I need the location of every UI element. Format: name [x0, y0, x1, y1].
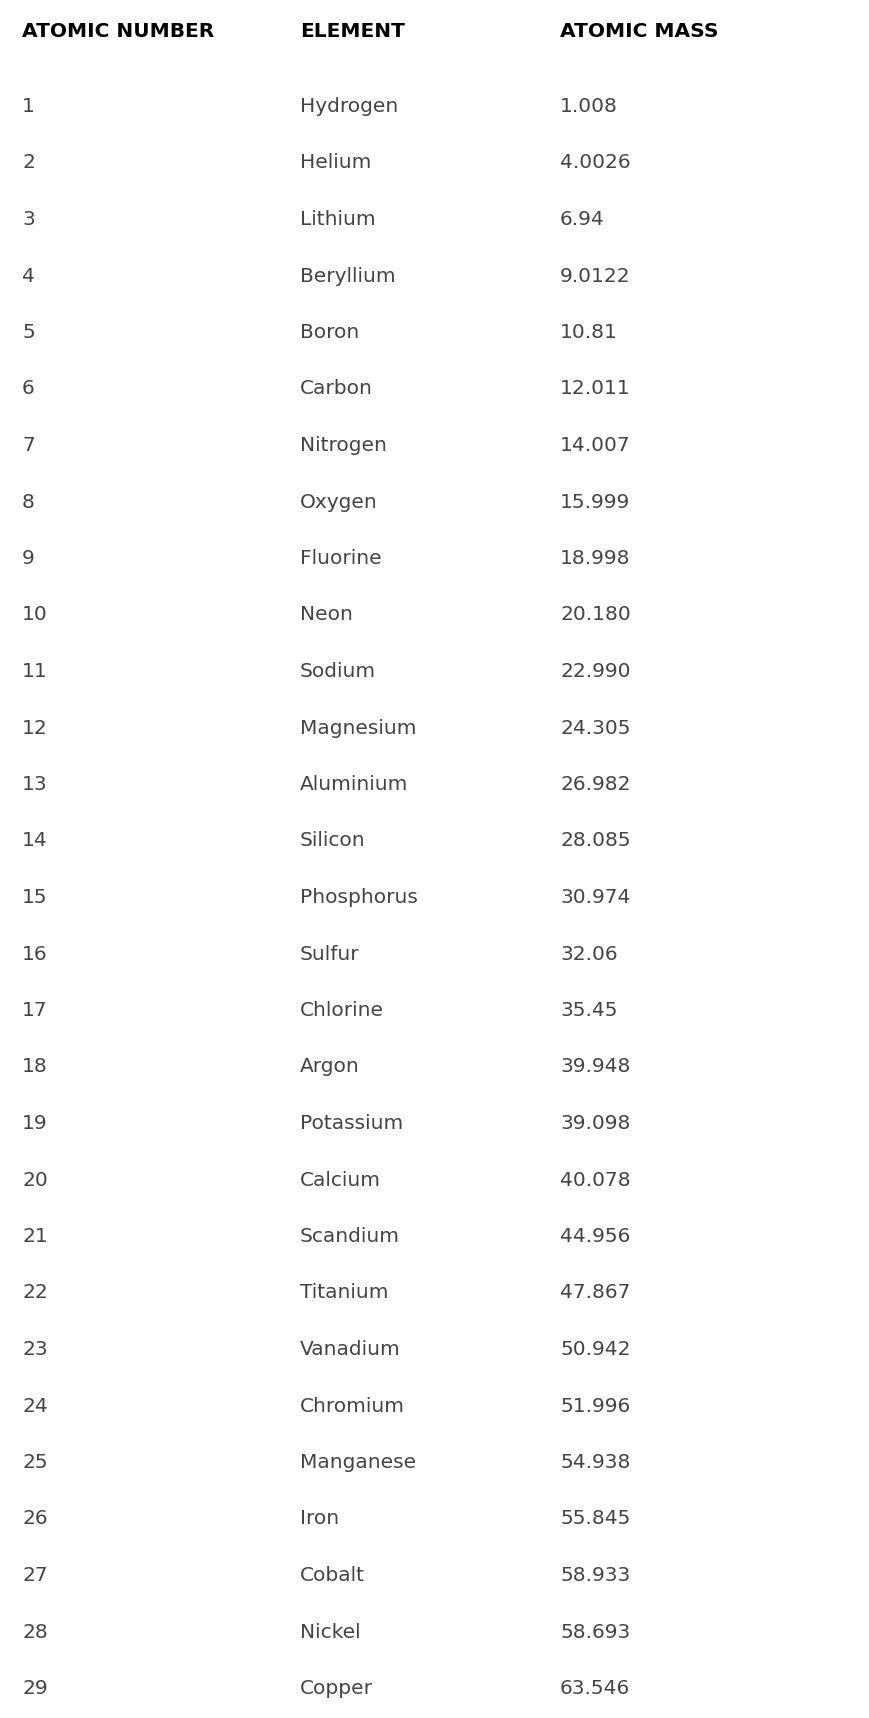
Text: 17: 17 — [22, 1002, 48, 1020]
Text: 7: 7 — [22, 436, 35, 455]
Text: Neon: Neon — [300, 605, 353, 625]
Text: 22.990: 22.990 — [560, 661, 631, 680]
Text: Phosphorus: Phosphorus — [300, 888, 418, 907]
Text: Aluminium: Aluminium — [300, 775, 408, 794]
Text: 32.06: 32.06 — [560, 945, 618, 964]
Text: ELEMENT: ELEMENT — [300, 22, 405, 41]
Text: Chlorine: Chlorine — [300, 1002, 384, 1020]
Text: Iron: Iron — [300, 1510, 339, 1529]
Text: 35.45: 35.45 — [560, 1002, 618, 1020]
Text: 18.998: 18.998 — [560, 550, 631, 569]
Text: Fluorine: Fluorine — [300, 550, 381, 569]
Text: 63.546: 63.546 — [560, 1678, 630, 1697]
Text: 15.999: 15.999 — [560, 493, 630, 512]
Text: 11: 11 — [22, 661, 48, 680]
Text: 1: 1 — [22, 96, 35, 117]
Text: 16: 16 — [22, 945, 48, 964]
Text: Beryllium: Beryllium — [300, 266, 395, 285]
Text: 28: 28 — [22, 1622, 48, 1641]
Text: 23: 23 — [22, 1340, 48, 1359]
Text: 14.007: 14.007 — [560, 436, 631, 455]
Text: Silicon: Silicon — [300, 832, 366, 850]
Text: Vanadium: Vanadium — [300, 1340, 401, 1359]
Text: Potassium: Potassium — [300, 1113, 403, 1132]
Text: 9.0122: 9.0122 — [560, 266, 631, 285]
Text: 20.180: 20.180 — [560, 605, 631, 625]
Text: 6: 6 — [22, 380, 35, 399]
Text: Copper: Copper — [300, 1678, 373, 1697]
Text: 9: 9 — [22, 550, 35, 569]
Text: 18: 18 — [22, 1058, 48, 1077]
Text: 47.867: 47.867 — [560, 1283, 630, 1302]
Text: 26.982: 26.982 — [560, 775, 631, 794]
Text: Magnesium: Magnesium — [300, 718, 416, 737]
Text: Nickel: Nickel — [300, 1622, 361, 1641]
Text: 27: 27 — [22, 1567, 48, 1586]
Text: 6.94: 6.94 — [560, 210, 605, 228]
Text: 28.085: 28.085 — [560, 832, 631, 850]
Text: 30.974: 30.974 — [560, 888, 630, 907]
Text: 26: 26 — [22, 1510, 48, 1529]
Text: Lithium: Lithium — [300, 210, 375, 228]
Text: Cobalt: Cobalt — [300, 1567, 365, 1586]
Text: 19: 19 — [22, 1113, 48, 1132]
Text: 40.078: 40.078 — [560, 1170, 631, 1189]
Text: Nitrogen: Nitrogen — [300, 436, 387, 455]
Text: Titanium: Titanium — [300, 1283, 388, 1302]
Text: 51.996: 51.996 — [560, 1397, 630, 1416]
Text: 58.693: 58.693 — [560, 1622, 630, 1641]
Text: 50.942: 50.942 — [560, 1340, 631, 1359]
Text: 14: 14 — [22, 832, 48, 850]
Text: Oxygen: Oxygen — [300, 493, 378, 512]
Text: 21: 21 — [22, 1227, 48, 1246]
Text: 24.305: 24.305 — [560, 718, 631, 737]
Text: 4: 4 — [22, 266, 35, 285]
Text: 12: 12 — [22, 718, 48, 737]
Text: Carbon: Carbon — [300, 380, 373, 399]
Text: 39.948: 39.948 — [560, 1058, 630, 1077]
Text: 22: 22 — [22, 1283, 48, 1302]
Text: ATOMIC MASS: ATOMIC MASS — [560, 22, 719, 41]
Text: Calcium: Calcium — [300, 1170, 381, 1189]
Text: Sulfur: Sulfur — [300, 945, 360, 964]
Text: 25: 25 — [22, 1453, 48, 1472]
Text: 10.81: 10.81 — [560, 323, 618, 342]
Text: Hydrogen: Hydrogen — [300, 96, 398, 117]
Text: Manganese: Manganese — [300, 1453, 416, 1472]
Text: Helium: Helium — [300, 153, 371, 172]
Text: Sodium: Sodium — [300, 661, 376, 680]
Text: 15: 15 — [22, 888, 48, 907]
Text: ATOMIC NUMBER: ATOMIC NUMBER — [22, 22, 215, 41]
Text: 5: 5 — [22, 323, 35, 342]
Text: Chromium: Chromium — [300, 1397, 405, 1416]
Text: 29: 29 — [22, 1678, 48, 1697]
Text: Boron: Boron — [300, 323, 359, 342]
Text: Argon: Argon — [300, 1058, 360, 1077]
Text: Scandium: Scandium — [300, 1227, 400, 1246]
Text: 10: 10 — [22, 605, 48, 625]
Text: 13: 13 — [22, 775, 48, 794]
Text: 24: 24 — [22, 1397, 48, 1416]
Text: 44.956: 44.956 — [560, 1227, 630, 1246]
Text: 3: 3 — [22, 210, 35, 228]
Text: 55.845: 55.845 — [560, 1510, 630, 1529]
Text: 1.008: 1.008 — [560, 96, 618, 117]
Text: 4.0026: 4.0026 — [560, 153, 631, 172]
Text: 12.011: 12.011 — [560, 380, 631, 399]
Text: 20: 20 — [22, 1170, 48, 1189]
Text: 2: 2 — [22, 153, 35, 172]
Text: 8: 8 — [22, 493, 35, 512]
Text: 39.098: 39.098 — [560, 1113, 630, 1132]
Text: 54.938: 54.938 — [560, 1453, 630, 1472]
Text: 58.933: 58.933 — [560, 1567, 630, 1586]
